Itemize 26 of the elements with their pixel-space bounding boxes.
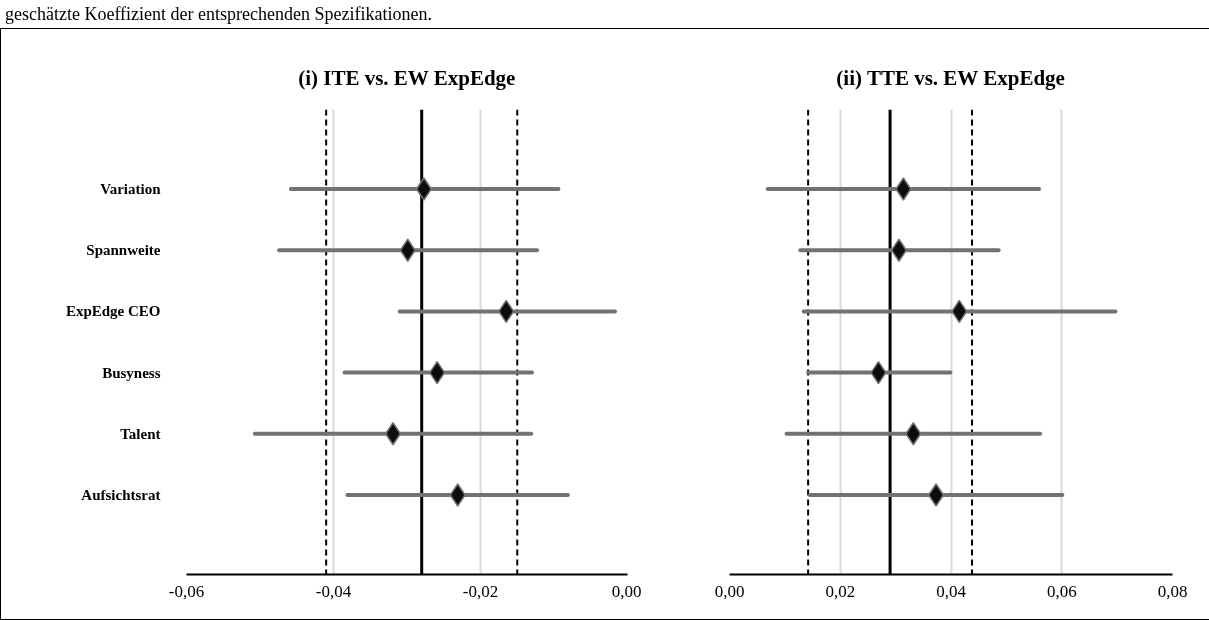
point bbox=[415, 177, 432, 201]
y-tick-label: Spannweite bbox=[86, 242, 161, 259]
text: geschätzte Koeffizient der entsprechenden Spezifikationen. bbox=[5, 4, 432, 24]
chart-title: (ii) TTE vs. EW ExpEdge bbox=[836, 65, 1065, 90]
x-tick-label: 0,08 bbox=[1157, 581, 1188, 601]
point bbox=[449, 483, 466, 507]
x-tick-label: 0,00 bbox=[611, 581, 642, 601]
x-tick-label: 0,02 bbox=[825, 581, 856, 601]
chart-title: (i) ITE vs. EW ExpEdge bbox=[298, 65, 516, 90]
point bbox=[384, 422, 402, 446]
y-tick-label: Aufsichtsrat bbox=[81, 486, 161, 503]
x-tick-label: 0,06 bbox=[1046, 581, 1077, 601]
x-tick-label: -0,02 bbox=[462, 581, 499, 601]
point bbox=[927, 483, 945, 507]
x-tick-label: 0,04 bbox=[936, 581, 967, 601]
point bbox=[895, 177, 912, 201]
x-tick-label: -0,06 bbox=[168, 581, 205, 601]
point bbox=[905, 422, 922, 446]
y-tick-label: Variation bbox=[100, 181, 162, 198]
point bbox=[890, 238, 908, 262]
point bbox=[399, 238, 416, 262]
y-tick-label: Busyness bbox=[102, 364, 161, 381]
x-tick-label: 0,00 bbox=[714, 581, 745, 601]
y-tick-label: Talent bbox=[120, 425, 161, 442]
x-tick-label: -0,04 bbox=[315, 581, 352, 601]
y-tick-label: ExpEdge CEO bbox=[65, 303, 161, 320]
